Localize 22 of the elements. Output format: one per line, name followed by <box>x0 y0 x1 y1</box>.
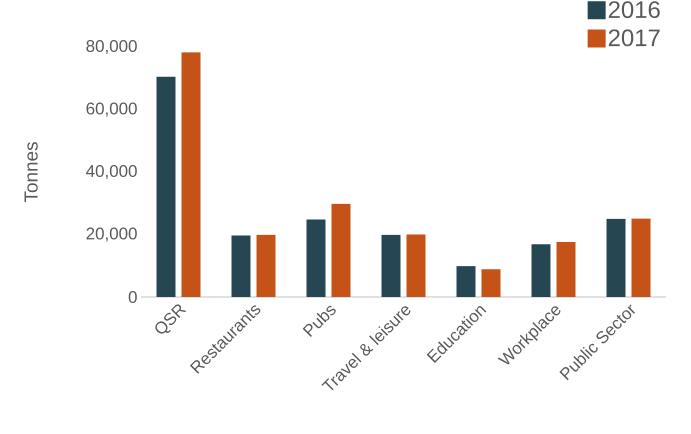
y-axis-title: Tonnes <box>24 142 38 202</box>
y-tick-label: 20,000 <box>86 228 137 242</box>
bar <box>182 52 200 297</box>
bar <box>556 242 576 297</box>
bar <box>606 218 626 297</box>
bar <box>256 234 276 297</box>
legend-label: 2017 <box>608 29 660 46</box>
y-tick-label: 0 <box>128 291 137 304</box>
bar <box>156 76 176 297</box>
y-tick-label: 40,000 <box>86 165 137 180</box>
y-tick-label: 80,000 <box>86 40 137 54</box>
bar <box>382 234 400 297</box>
bar <box>456 266 476 297</box>
bar <box>332 204 350 297</box>
bar <box>632 218 651 297</box>
bar <box>306 220 326 297</box>
bar <box>482 269 500 297</box>
legend-label: 2016 <box>608 1 660 18</box>
bar <box>406 234 426 297</box>
bar <box>532 244 550 297</box>
bar <box>232 235 250 297</box>
y-tick-label: 60,000 <box>86 102 137 117</box>
